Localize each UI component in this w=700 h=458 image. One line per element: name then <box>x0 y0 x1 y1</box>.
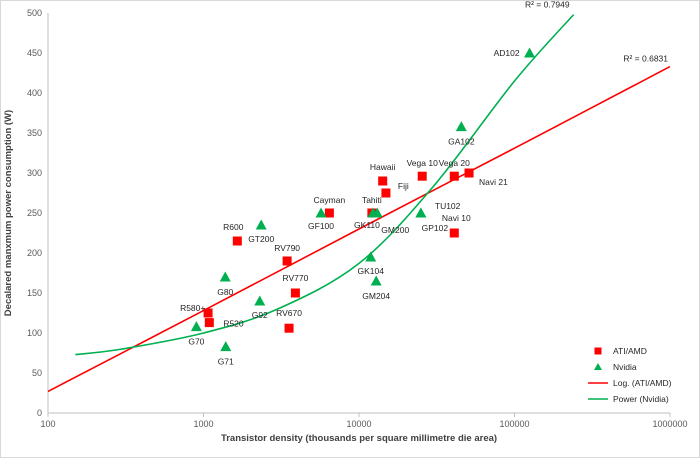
ati-amd-point <box>449 228 459 238</box>
y-tick-label: 150 <box>27 288 42 298</box>
legend-label: Power (Nvidia) <box>613 394 669 404</box>
legend: ATI/AMD Nvidia Log. (ATI/AMD) Power (Nvidia… <box>588 346 672 404</box>
nvidia-point <box>255 219 267 230</box>
point-label: R600 <box>223 222 244 232</box>
point-label: GA102 <box>448 137 475 147</box>
point-label: GF100 <box>308 221 334 231</box>
ati-amd-point <box>464 168 474 178</box>
ati-amd-point <box>290 288 300 298</box>
ati-amd-point <box>284 323 294 333</box>
y-tick-label: 100 <box>27 328 42 338</box>
nvidia-point <box>219 271 231 282</box>
point-label: R580+ <box>180 303 205 313</box>
point-label: G71 <box>218 357 234 367</box>
point-label: GM200 <box>381 225 409 235</box>
point-label: GK104 <box>358 266 385 276</box>
nvidia-point <box>524 47 536 58</box>
point-label: GM204 <box>362 291 390 301</box>
point-label: Navi 10 <box>442 213 471 223</box>
ati-amd-point <box>417 171 427 181</box>
x-tick-label: 10000 <box>346 419 371 429</box>
y-tick-label: 250 <box>27 208 42 218</box>
nvidia-point <box>455 121 467 132</box>
x-tick-label: 100 <box>40 419 55 429</box>
r-squared-label: R² = 0.6831 <box>623 54 668 64</box>
trendline <box>47 65 671 393</box>
point-label: Vega 10 <box>407 158 438 168</box>
legend-marker-triangle <box>594 363 602 370</box>
legend-label: ATI/AMD <box>613 346 647 356</box>
point-label: Navi 21 <box>479 177 508 187</box>
x-tick-label: 100000 <box>499 419 529 429</box>
y-tick-label: 50 <box>32 368 42 378</box>
legend-label: Nvidia <box>613 362 637 372</box>
ati-amd-point <box>324 208 334 218</box>
y-tick-label: 500 <box>27 8 42 18</box>
ati-amd-point <box>381 188 391 198</box>
ati-amd-point <box>282 256 292 266</box>
data-points <box>190 47 536 352</box>
point-label: GK110 <box>354 220 380 230</box>
nvidia-point <box>365 251 377 262</box>
trendline <box>75 14 575 356</box>
point-label: RV790 <box>274 243 300 253</box>
y-tick-label: 300 <box>27 168 42 178</box>
nvidia-point <box>370 275 382 286</box>
point-label: Hawaii <box>370 162 396 172</box>
y-axis-title: Decalared manxmum power consumption (W) <box>3 110 14 316</box>
point-label: Tahiti <box>362 195 382 205</box>
point-label: RV670 <box>276 308 302 318</box>
y-tick-label: 200 <box>27 248 42 258</box>
ati-amd-point <box>203 308 213 318</box>
point-label: GT200 <box>248 234 274 244</box>
nvidia-point <box>415 207 427 218</box>
ati-amd-point <box>378 176 388 186</box>
x-tick-label: 1000000 <box>652 419 687 429</box>
nvidia-point <box>220 341 232 352</box>
point-label: R520 <box>223 319 244 329</box>
point-label: TU102 <box>435 201 461 211</box>
point-label: Cayman <box>314 195 346 205</box>
point-labels: R580+ R520 R600 RV790 RV770 RV670 Cayman Tahiti… <box>180 48 520 367</box>
ati-amd-point <box>204 318 214 328</box>
y-tick-label: 400 <box>27 88 42 98</box>
nvidia-point <box>315 207 327 218</box>
nvidia-point <box>371 207 383 218</box>
trendlines: R² = 0.6831 R² = 0.7949 <box>47 0 671 393</box>
y-tick-label: 0 <box>37 408 42 418</box>
legend-label: Log. (ATI/AMD) <box>613 378 672 388</box>
r-squared-label: R² = 0.7949 <box>525 0 570 10</box>
point-label: AD102 <box>494 48 520 58</box>
x-axis-title: Transistor density (thousands per square… <box>221 433 497 444</box>
ati-amd-point <box>232 236 242 246</box>
point-label: GP102 <box>422 223 449 233</box>
legend-marker-square <box>594 347 602 355</box>
point-label: G92 <box>252 310 268 320</box>
ati-amd-point <box>449 171 459 181</box>
point-label: Fiji <box>398 181 409 191</box>
point-label: Vega 20 <box>439 158 470 168</box>
axes: 0 50 100 150 200 250 300 350 400 450 500 100 1000 100… <box>27 8 688 429</box>
nvidia-point <box>190 321 202 332</box>
y-tick-label: 350 <box>27 128 42 138</box>
point-label: RV770 <box>282 273 308 283</box>
point-label: G70 <box>188 337 204 347</box>
point-label: G80 <box>217 287 233 297</box>
nvidia-point <box>254 295 266 306</box>
x-tick-label: 1000 <box>193 419 213 429</box>
y-tick-label: 450 <box>27 48 42 58</box>
